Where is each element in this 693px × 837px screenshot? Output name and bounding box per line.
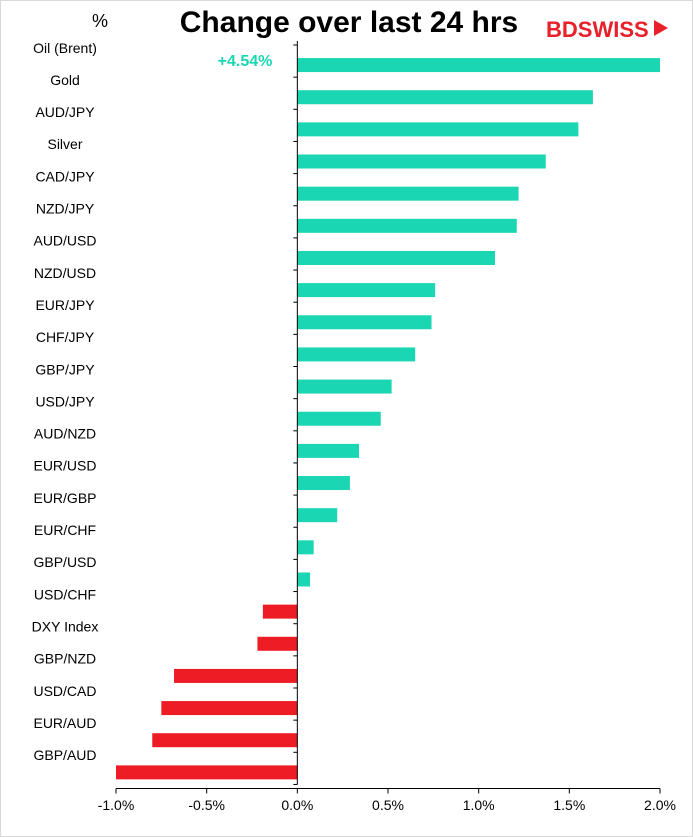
- x-tick-label: 2.0%: [644, 797, 676, 813]
- y-tick-label: NZD/USD: [34, 265, 96, 281]
- bar: [297, 90, 593, 105]
- bar: [297, 283, 436, 298]
- bar: [257, 636, 298, 651]
- bar: [297, 218, 517, 233]
- y-tick-label: Oil (Brent): [33, 40, 97, 56]
- y-tick-label: DXY Index: [32, 618, 99, 634]
- y-tick-label: Gold: [50, 72, 80, 88]
- annotation: +4.54%: [218, 53, 273, 70]
- bar: [297, 58, 660, 73]
- bar: [297, 250, 495, 265]
- y-tick-label: CAD/JPY: [35, 168, 95, 184]
- x-tick-label: -1.0%: [98, 797, 135, 813]
- y-tick-label: EUR/GBP: [33, 490, 96, 506]
- bar: [297, 347, 416, 362]
- bar: [297, 572, 311, 587]
- bar: [297, 443, 359, 458]
- logo-part: BD: [546, 17, 578, 42]
- y-tick-label: NZD/JPY: [36, 201, 95, 217]
- bar: [297, 379, 392, 394]
- y-tick-label: GBP/AUD: [33, 747, 96, 763]
- bar: [297, 122, 579, 137]
- y-tick-label: Silver: [47, 136, 82, 152]
- logo: BDSWISS: [546, 17, 649, 42]
- y-tick-label: EUR/JPY: [35, 297, 95, 313]
- plot-area: [116, 58, 660, 780]
- y-tick-label: GBP/USD: [33, 554, 96, 570]
- y-tick-label: EUR/CHF: [34, 522, 96, 538]
- x-tick-label: -0.5%: [188, 797, 225, 813]
- y-tick-label: EUR/USD: [33, 458, 96, 474]
- bar: [297, 411, 381, 426]
- y-tick-label: GBP/JPY: [35, 361, 95, 377]
- bar: [297, 186, 519, 201]
- bar: [116, 765, 298, 780]
- bar: [297, 154, 546, 169]
- x-tick-label: 1.0%: [463, 797, 495, 813]
- x-tick-label: 0.5%: [372, 797, 404, 813]
- bar: [174, 668, 298, 683]
- y-tick-label: USD/CHF: [34, 586, 96, 602]
- y-tick-label: GBP/NZD: [34, 651, 96, 667]
- bar: [161, 701, 298, 716]
- y-tick-label: AUD/NZD: [34, 426, 96, 442]
- unit-label: %: [92, 11, 108, 31]
- bar: [262, 604, 298, 619]
- bar: [297, 540, 314, 555]
- bar: [297, 476, 350, 491]
- bar: [297, 508, 338, 523]
- bar: [152, 733, 298, 748]
- y-tick-label: USD/JPY: [35, 393, 95, 409]
- chart-title: Change over last 24 hrs: [180, 6, 518, 39]
- y-tick-label: AUD/USD: [33, 233, 96, 249]
- y-tick-label: AUD/JPY: [35, 104, 95, 120]
- x-tick-label: 0.0%: [281, 797, 313, 813]
- y-tick-label: EUR/AUD: [33, 715, 96, 731]
- logo-part: SWISS: [578, 17, 649, 42]
- y-tick-label: CHF/JPY: [36, 329, 95, 345]
- logo-icon: [654, 20, 668, 36]
- x-tick-label: 1.5%: [553, 797, 585, 813]
- bar: [297, 315, 432, 330]
- y-tick-label: USD/CAD: [33, 683, 96, 699]
